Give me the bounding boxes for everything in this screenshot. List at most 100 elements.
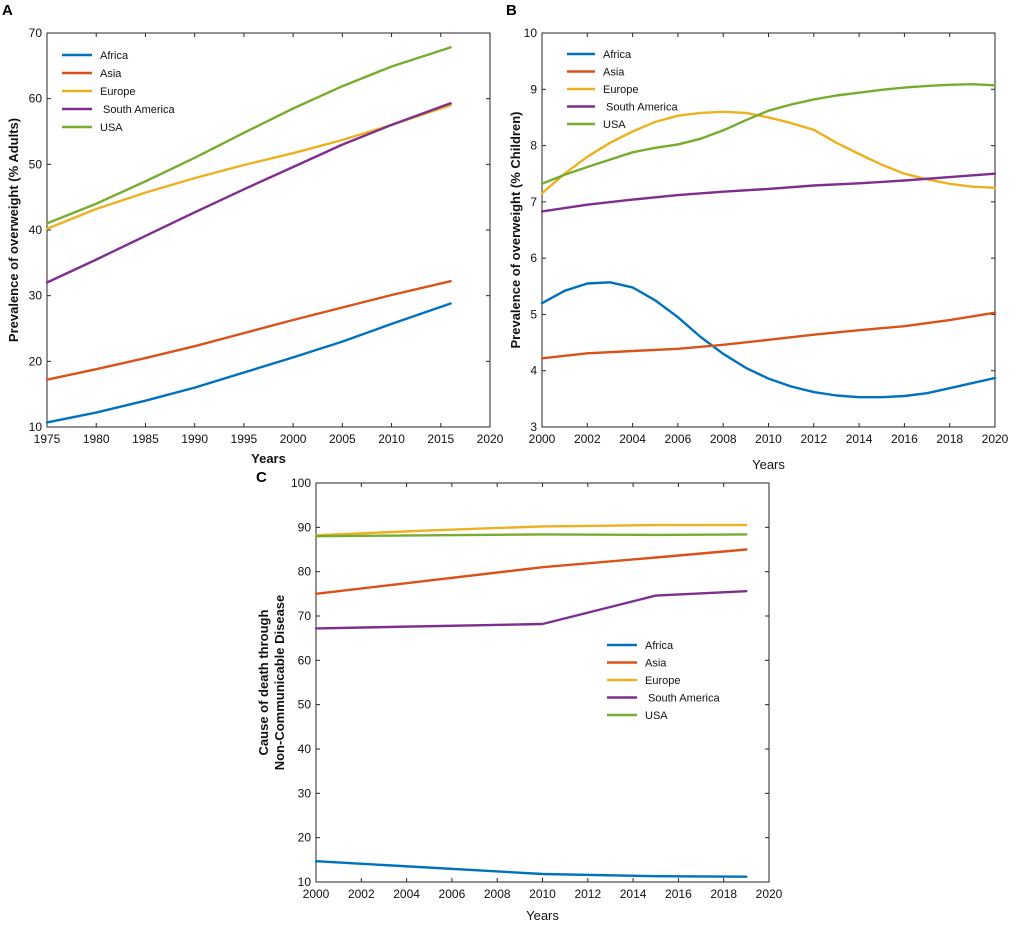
series-line-africa [314, 860, 748, 878]
y-tick-label: 10 [298, 875, 312, 889]
legend-label: Asia [645, 658, 667, 670]
y-tick-label: 40 [298, 742, 312, 756]
legend-label: South America [100, 104, 175, 116]
x-tick-label: 2006 [665, 432, 692, 446]
x-tick-label: 2008 [710, 432, 737, 446]
x-tick-label: 1990 [181, 432, 208, 446]
y-tick-label: 5 [530, 307, 537, 321]
legend-label: Africa [603, 49, 632, 61]
y-axis-label-line2: Non-Communicable Disease [272, 595, 287, 771]
x-tick-label: 2010 [755, 432, 782, 446]
y-tick-label: 30 [298, 786, 312, 800]
y-tick-label: 80 [298, 565, 312, 579]
y-axis-label: Cause of death through [256, 609, 271, 755]
y-tick-label: 60 [29, 92, 43, 106]
legend: Africa Asia Europe South America USA [62, 50, 175, 134]
series-line-south-america [314, 590, 748, 630]
x-tick-label: 2020 [756, 887, 783, 901]
x-tick-label: 2005 [329, 432, 356, 446]
y-tick-label: 3 [530, 420, 537, 434]
chart-panel-b: B 2000 2002 2004 2006 2008 2010 2012 2014 2016 201… [506, 2, 1009, 472]
x-tick-label: 2020 [982, 432, 1009, 446]
series-line-south-america [540, 172, 997, 213]
y-axis-label: Prevalence of overweight (% Adults) [6, 118, 21, 342]
series-line-europe [45, 103, 452, 230]
x-axis-label: Years [752, 457, 785, 472]
legend: Africa Asia Europe South America USA [567, 49, 678, 131]
x-tick-label: 2002 [574, 432, 601, 446]
x-tick-label: 2016 [891, 432, 918, 446]
legend-label: Europe [100, 86, 135, 98]
x-tick-label: 2016 [665, 887, 692, 901]
legend-label: USA [645, 710, 668, 722]
legend-label: Asia [100, 68, 122, 80]
x-tick-label: 2006 [439, 887, 466, 901]
series-line-south-america [45, 102, 452, 284]
panel-letter: C [256, 469, 267, 486]
x-tick-label: 2015 [427, 432, 454, 446]
legend-label: Europe [603, 84, 638, 96]
y-tick-label: 60 [298, 653, 312, 667]
x-tick-label: 2000 [280, 432, 307, 446]
series-line-africa [540, 281, 997, 399]
x-tick-label: 2002 [348, 887, 375, 901]
y-tick-label: 9 [530, 82, 537, 96]
legend-label: South America [603, 102, 678, 114]
series-line-europe [540, 110, 997, 195]
y-tick-label: 40 [29, 223, 43, 237]
series-line-asia [314, 548, 748, 595]
x-axis-label: Years [251, 451, 286, 466]
series-line-usa [45, 46, 452, 225]
x-tick-label: 2018 [710, 887, 737, 901]
y-tick-label: 50 [29, 157, 43, 171]
x-tick-label: 2000 [303, 887, 330, 901]
x-tick-label: 2004 [619, 432, 646, 446]
x-tick-label: 1985 [132, 432, 159, 446]
series-line-europe [314, 523, 748, 537]
y-tick-label: 20 [29, 354, 43, 368]
x-tick-label: 2012 [800, 432, 827, 446]
x-tick-label: 1980 [83, 432, 110, 446]
y-tick-label: 20 [298, 831, 312, 845]
y-tick-label: 10 [29, 420, 43, 434]
y-tick-label: 8 [530, 139, 537, 153]
series-line-asia [45, 280, 452, 381]
y-tick-label: 30 [29, 289, 43, 303]
y-tick-label: 100 [291, 476, 311, 490]
x-tick-label: 2020 [477, 432, 504, 446]
legend-label: Europe [645, 675, 680, 687]
y-tick-label: 7 [530, 195, 537, 209]
series-line-usa [314, 533, 748, 538]
y-axis-label: Prevalence of overweight (% Children) [508, 112, 523, 349]
y-tick-label: 50 [298, 698, 312, 712]
x-tick-label: 2014 [846, 432, 873, 446]
y-tick-label: 70 [298, 609, 312, 623]
plot-area [46, 32, 491, 428]
series-line-africa [45, 302, 452, 424]
x-tick-label: 1975 [34, 432, 61, 446]
y-tick-label: 90 [298, 520, 312, 534]
x-tick-label: 2010 [378, 432, 405, 446]
y-tick-label: 70 [29, 26, 43, 40]
legend-label: Africa [100, 50, 129, 62]
series-line-asia [540, 311, 997, 360]
x-axis-label: Years [526, 908, 559, 923]
x-tick-label: 2012 [574, 887, 601, 901]
x-tick-label: 2000 [529, 432, 556, 446]
series-line-usa [540, 82, 997, 186]
legend-label: USA [100, 122, 123, 134]
legend-label: Asia [603, 67, 625, 79]
x-tick-label: 2010 [529, 887, 556, 901]
panel-letter: B [506, 2, 517, 19]
x-tick-label: 2014 [620, 887, 647, 901]
plot-area [315, 482, 770, 883]
x-tick-label: 2008 [484, 887, 511, 901]
legend-label: USA [603, 119, 626, 131]
x-tick-label: 2004 [393, 887, 420, 901]
plot-area [541, 32, 996, 428]
y-tick-label: 10 [524, 26, 538, 40]
y-tick-label: 4 [530, 364, 537, 378]
